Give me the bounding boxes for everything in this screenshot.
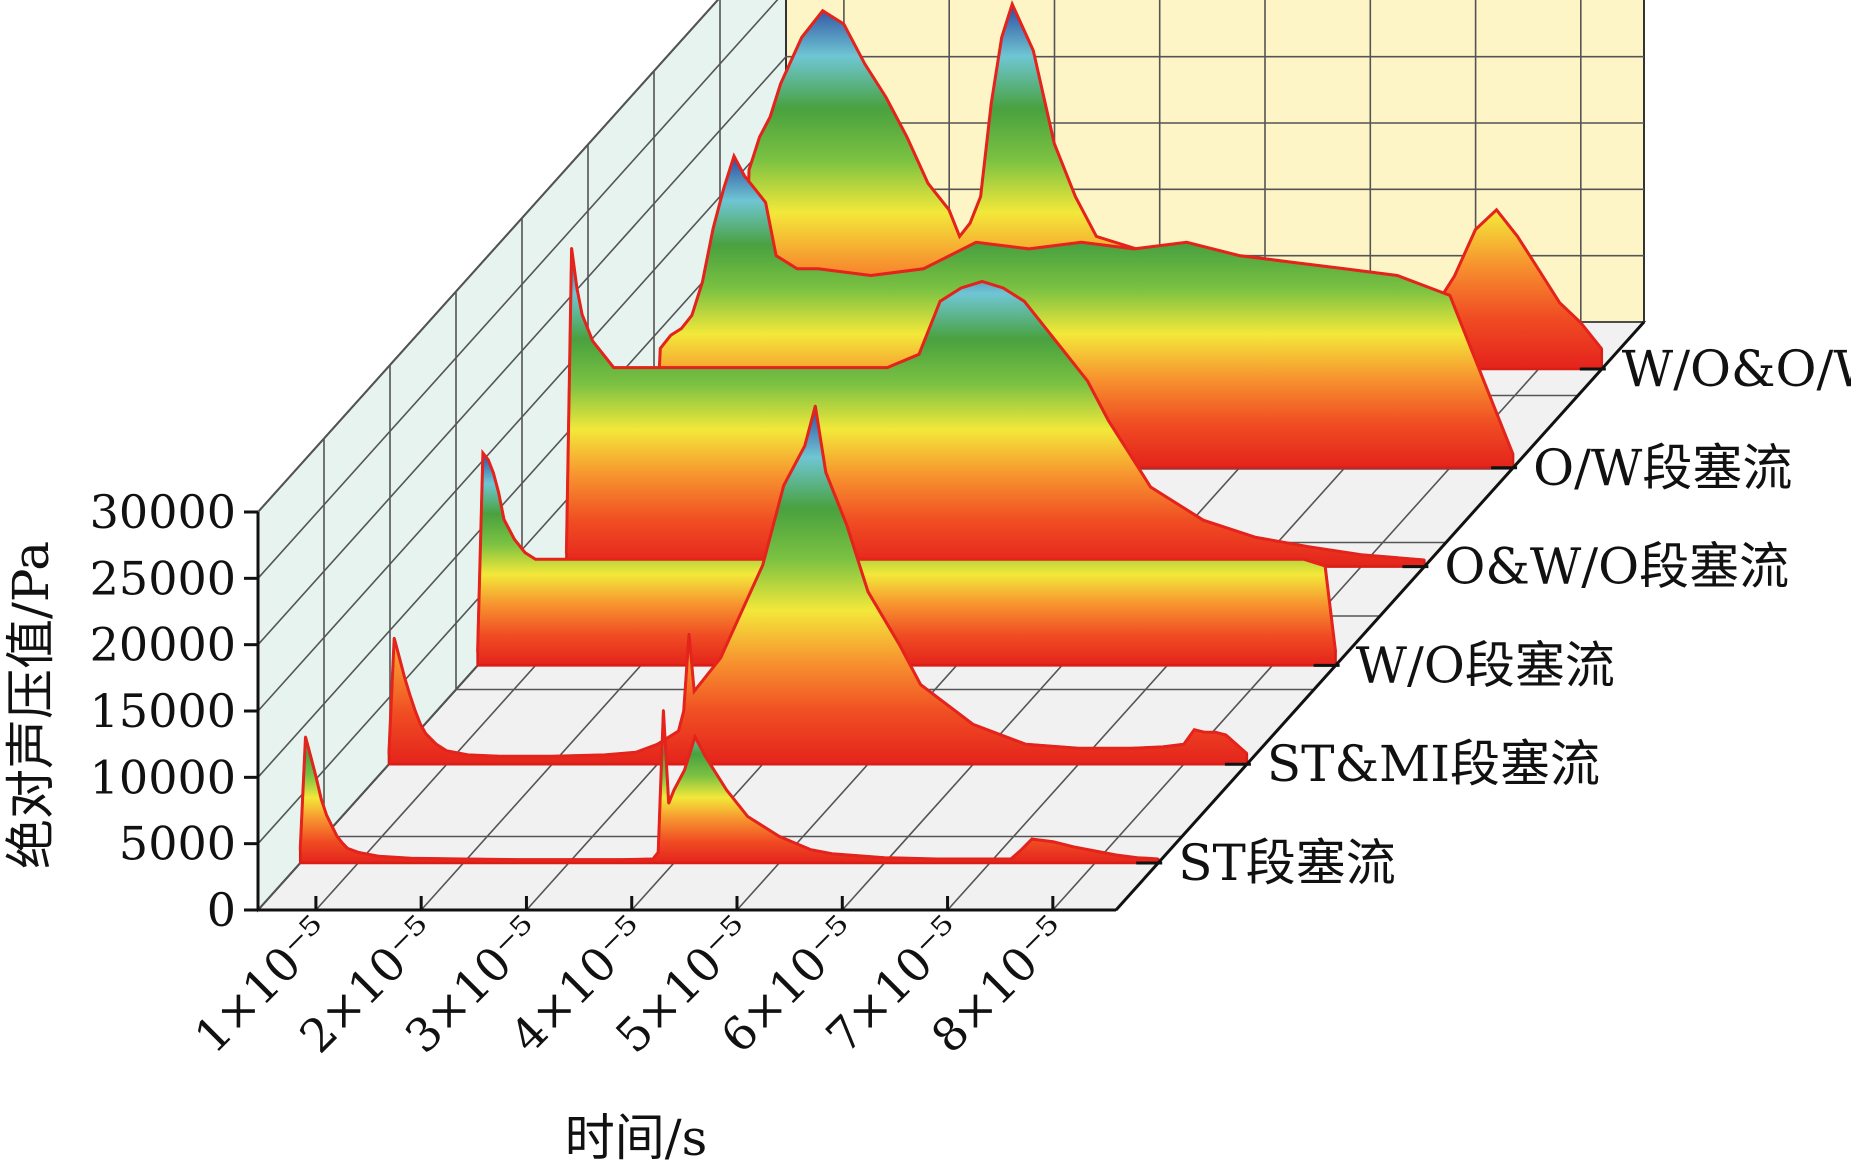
category-label: W/O&O/W段塞流 <box>1622 340 1851 398</box>
grid-line-y <box>257 0 719 513</box>
y-tick-label: 30000 <box>90 485 236 539</box>
category-label: ST&MI段塞流 <box>1267 735 1600 793</box>
y-tick-label: 5000 <box>119 817 236 871</box>
series-line <box>564 248 1425 562</box>
grid-line-y <box>257 0 779 579</box>
category-label: ST段塞流 <box>1178 834 1396 892</box>
grid-line-z <box>455 291 1314 691</box>
y-tick-label: 10000 <box>90 750 236 804</box>
category-label: O/W段塞流 <box>1533 439 1792 497</box>
series-line <box>298 710 1159 862</box>
grid-line-y <box>257 55 1644 646</box>
series-3 <box>564 246 1426 568</box>
y-axis-title: 绝对声压值/Pa <box>2 541 60 869</box>
series-1 <box>387 404 1249 766</box>
series-0 <box>298 709 1160 865</box>
series-line <box>387 405 1248 758</box>
y-tick-label: 20000 <box>90 618 236 672</box>
category-label: W/O段塞流 <box>1356 636 1615 694</box>
y-tick-label: 25000 <box>90 551 236 605</box>
category-label: O&W/O段塞流 <box>1444 538 1789 596</box>
series-line <box>653 152 1515 456</box>
y-tick-label: 0 <box>207 883 236 937</box>
x-axis-title: 时间/s <box>565 1109 708 1167</box>
z-axis-line <box>1114 320 1646 912</box>
series-layer <box>298 0 1604 865</box>
y-tick-label: 15000 <box>90 684 236 738</box>
